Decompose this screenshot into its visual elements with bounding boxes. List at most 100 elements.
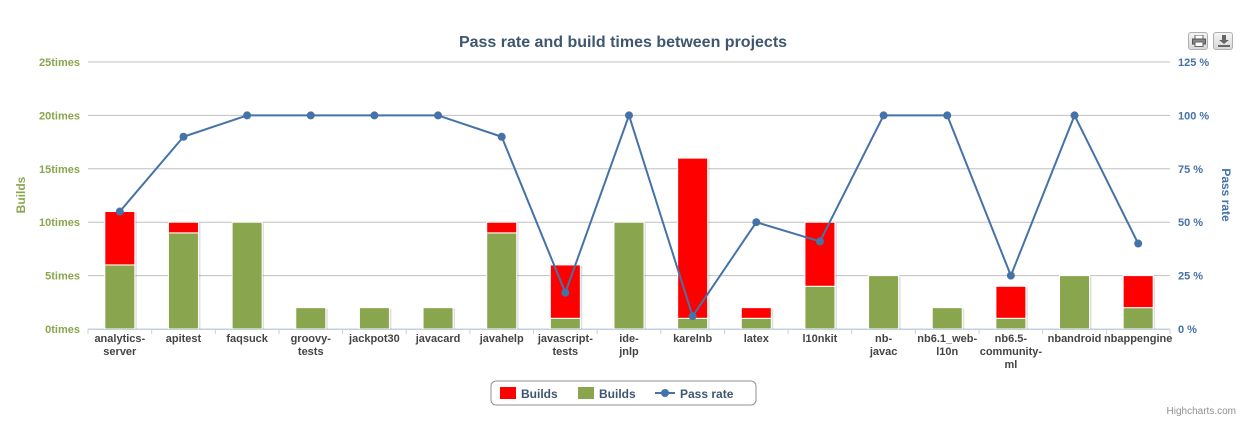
x-tick-label: javahelp [479, 333, 524, 345]
legend-swatch [500, 387, 516, 399]
bar-builds-green [868, 275, 900, 330]
right-axis-title: Pass rate [1219, 168, 1233, 222]
left-tick-label: 5times [45, 271, 80, 283]
x-tick-label-line: nb6.5- [995, 333, 1028, 345]
x-tick-label-line: jackpot30 [348, 333, 400, 345]
bar-builds-green [995, 317, 1027, 330]
x-tick-label: nb-javac [869, 333, 898, 358]
pass-rate-point [243, 111, 252, 120]
bar-builds-green [358, 307, 390, 330]
legend-swatch [578, 387, 594, 399]
pass-rate-point [115, 207, 124, 216]
bar-builds-red [1122, 275, 1154, 309]
legend-box [490, 380, 757, 406]
legend-label: Builds [521, 387, 558, 401]
download-button[interactable] [1213, 32, 1233, 50]
bar-builds-red [167, 221, 199, 234]
right-tick-label: 125 % [1178, 57, 1209, 69]
bar-builds-green [549, 317, 581, 330]
pass-rate-point [688, 312, 697, 321]
bar-series [104, 157, 1156, 330]
left-tick-label: 20times [39, 110, 80, 122]
right-tick-label: 25 % [1178, 271, 1203, 283]
legend-label: Builds [599, 387, 636, 401]
bar-builds-green [931, 307, 963, 330]
legend: Builds Builds Pass rate [490, 380, 757, 406]
left-tick-label: 15times [39, 164, 80, 176]
bar-builds-green [1059, 275, 1091, 330]
x-tick-label-line: tests [553, 346, 579, 358]
x-tick-label-line: apitest [166, 333, 202, 345]
x-tick-label: javascript-tests [537, 333, 593, 358]
x-tick-label-line: javac [869, 346, 898, 358]
x-tick-label-line: latex [744, 333, 770, 345]
x-tick-label-line: ml [1004, 359, 1017, 371]
x-tick-label-line: jnlp [618, 346, 639, 358]
pass-rate-point [1134, 239, 1143, 248]
legend-item-builds-red[interactable]: Builds [500, 387, 558, 401]
credits-link[interactable]: Highcharts.com [1167, 406, 1236, 417]
x-tick-label-line: faqsuck [226, 333, 268, 345]
x-tick-label-line: analytics- [94, 333, 145, 345]
x-tick-label: ide-jnlp [618, 333, 639, 358]
left-tick-label: 0times [45, 324, 80, 336]
bar-builds-green [104, 264, 136, 330]
pass-rate-point [497, 132, 506, 141]
pass-rate-point [943, 111, 952, 120]
pass-rate-line [115, 111, 1143, 321]
right-tick-label: 100 % [1178, 110, 1209, 122]
right-tick-label: 50 % [1178, 217, 1203, 229]
x-tick-label-line: javacard [415, 333, 461, 345]
bar-builds-green [422, 307, 454, 330]
bar-builds-green [231, 221, 263, 330]
chart-title: Pass rate and build times between projec… [459, 34, 787, 51]
print-button[interactable] [1188, 32, 1208, 50]
x-tick-label-line: ide- [619, 333, 639, 345]
pass-rate-point [1070, 111, 1079, 120]
bar-builds-green [167, 232, 199, 330]
x-tick-label-line: l10nkit [803, 333, 838, 345]
pass-rate-point [561, 288, 570, 297]
x-tick-label-line: javahelp [479, 333, 524, 345]
pass-rate-point [752, 218, 761, 227]
x-tick-label: karelnb [673, 333, 712, 345]
pass-rate-point [434, 111, 443, 120]
left-tick-label: 25times [39, 57, 80, 69]
bar-builds-red [804, 221, 836, 287]
bar-builds-red [104, 211, 136, 266]
x-tick-label-line: javascript- [537, 333, 593, 345]
bar-builds-red [486, 221, 518, 234]
x-tick-label-line: server [103, 346, 137, 358]
bar-builds-green [1122, 307, 1154, 330]
x-tick-label-line: nbappengine [1104, 333, 1172, 345]
x-tick-label: l10nkit [803, 333, 838, 345]
x-tick-label: nbappengine [1104, 333, 1172, 345]
x-tick-label-line: nb6.1_web- [917, 333, 977, 345]
bar-builds-green [295, 307, 327, 330]
bar-builds-green [804, 285, 836, 330]
right-tick-label: 75 % [1178, 164, 1203, 176]
legend-marker [661, 389, 669, 397]
x-tick-label-line: nbandroid [1048, 333, 1102, 345]
x-tick-label: javacard [415, 333, 461, 345]
x-tick-label: latex [744, 333, 770, 345]
x-tick-label-line: community- [980, 346, 1043, 358]
x-tick-label-line: tests [298, 346, 324, 358]
x-tick-label: analytics-server [94, 333, 145, 358]
bar-builds-green [740, 317, 772, 330]
left-tick-label: 10times [39, 217, 80, 229]
legend-item-builds-green[interactable]: Builds [578, 387, 636, 401]
x-tick-label: nb6.1_web-l10n [917, 333, 977, 358]
legend-item-pass-rate[interactable]: Pass rate [655, 387, 734, 401]
x-tick-label: faqsuck [226, 333, 268, 345]
left-axis-ticks: 0times 5times 10times 15times 20times 25times [39, 57, 80, 336]
print-icon [1192, 35, 1206, 47]
bar-builds-red [995, 285, 1027, 319]
x-axis: analytics-server apitest faqsuck groovy-tes… [87, 329, 1172, 371]
download-icon [1218, 35, 1230, 47]
pass-rate-point [370, 111, 379, 120]
bar-builds-red [740, 307, 772, 319]
bar-builds-green [486, 232, 518, 330]
x-tick-label-line: nb- [875, 333, 892, 345]
